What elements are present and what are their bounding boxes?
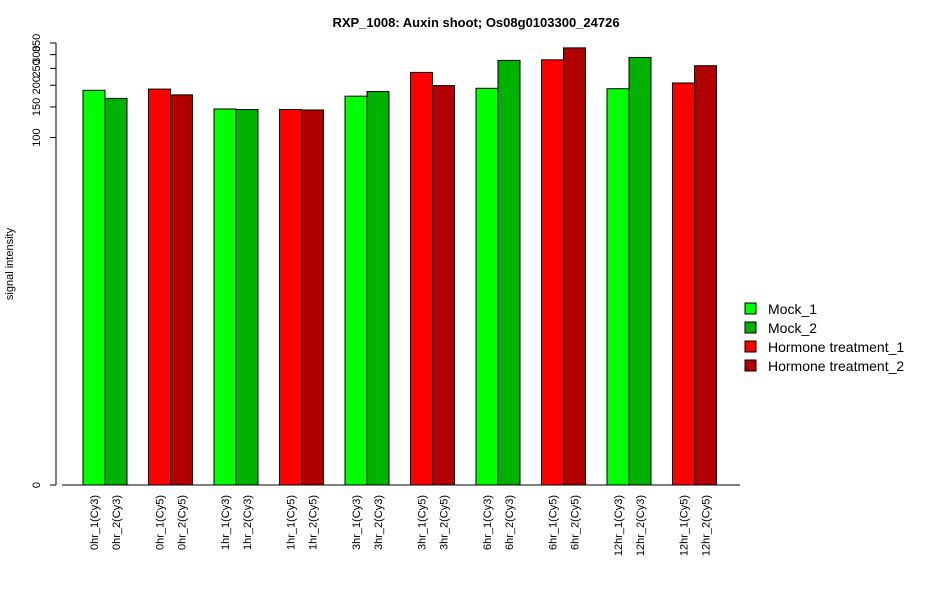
- x-tick-label: 3hr_2(Cy3): [373, 495, 385, 550]
- x-tick-label: 0hr_2(Cy3): [111, 495, 123, 550]
- bar: [279, 108, 302, 486]
- x-tick-label: 6hr_2(Cy3): [504, 495, 516, 550]
- y-tick-label: 250: [31, 59, 43, 77]
- legend-item: Mock_1: [744, 301, 817, 317]
- legend-label: Hormone treatment_2: [768, 358, 904, 374]
- x-tick-label: 12hr_1(Cy5): [679, 495, 691, 556]
- y-tick-label: 0: [31, 482, 43, 488]
- x-tick-label: 0hr_2(Cy5): [177, 495, 189, 550]
- x-tick-label: 1hr_2(Cy3): [242, 495, 254, 550]
- x-tick-label: 6hr_1(Cy3): [482, 495, 494, 550]
- bar: [410, 71, 433, 486]
- legend-label: Mock_1: [768, 301, 817, 317]
- bar: [82, 89, 106, 486]
- legend-swatch: [744, 359, 757, 372]
- bar: [672, 82, 695, 486]
- bar: [344, 95, 368, 486]
- bar: [606, 88, 630, 486]
- y-axis-label: signal intensity: [4, 227, 16, 300]
- legend-swatch: [744, 340, 757, 353]
- bar: [541, 59, 564, 486]
- x-tick-label: 3hr_2(Cy5): [439, 495, 451, 550]
- x-tick-label: 1hr_1(Cy3): [220, 495, 232, 550]
- legend-label: Mock_2: [768, 320, 817, 336]
- y-tick-label: 100: [31, 128, 43, 146]
- x-tick-label: 0hr_1(Cy3): [89, 495, 101, 550]
- bar: [694, 65, 717, 486]
- x-tick-label: 3hr_1(Cy5): [417, 495, 429, 550]
- x-tick-label: 3hr_1(Cy3): [351, 495, 363, 550]
- legend: Mock_1 Mock_2 Hormone treatment_1 Hormone t…: [744, 301, 904, 374]
- x-tick-label: 12hr_1(Cy3): [613, 495, 625, 556]
- bar: [366, 91, 390, 486]
- x-tick-label: 0hr_1(Cy5): [155, 495, 167, 550]
- x-tick-label: 6hr_1(Cy5): [548, 495, 560, 550]
- y-tick-label: 200: [31, 76, 43, 94]
- legend-swatch: [744, 321, 757, 334]
- bar: [497, 59, 521, 486]
- x-tick-label: 6hr_2(Cy5): [570, 495, 582, 550]
- legend-item: Hormone treatment_1: [744, 339, 904, 355]
- bar: [148, 88, 171, 486]
- bar: [104, 97, 128, 486]
- y-tick-label: 350: [31, 34, 43, 52]
- y-tick-label: 300: [31, 45, 43, 63]
- bar: [235, 108, 259, 486]
- bar: [301, 109, 324, 486]
- x-tick-label: 12hr_2(Cy3): [635, 495, 647, 556]
- x-tick-label: 1hr_1(Cy5): [286, 495, 298, 550]
- bar: [213, 108, 237, 486]
- x-tick-label: 12hr_2(Cy5): [701, 495, 713, 556]
- bar: [170, 94, 193, 486]
- x-tick-label: 1hr_2(Cy5): [308, 495, 320, 550]
- legend-item: Hormone treatment_2: [744, 358, 904, 374]
- bar: [432, 85, 455, 486]
- y-tick-label: 150: [31, 98, 43, 116]
- legend-swatch: [744, 302, 757, 315]
- bar: [563, 47, 586, 486]
- legend-label: Hormone treatment_1: [768, 339, 904, 355]
- bars-group: [82, 47, 717, 486]
- legend-item: Mock_2: [744, 320, 817, 336]
- chart-title: RXP_1008: Auxin shoot; Os08g0103300_2472…: [332, 15, 619, 30]
- bar: [475, 87, 499, 486]
- bar: [628, 56, 652, 486]
- x-tick-labels: 0hr_1(Cy3) 0hr_2(Cy3) 0hr_1(Cy5) 0hr_2(Cy5)…: [89, 495, 713, 556]
